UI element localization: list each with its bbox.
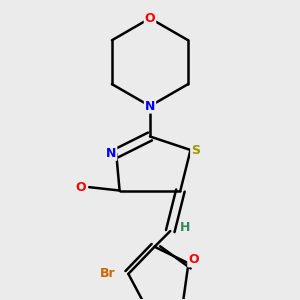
Text: N: N bbox=[145, 100, 155, 112]
Text: O: O bbox=[145, 12, 155, 25]
Text: H: H bbox=[180, 221, 191, 234]
Text: O: O bbox=[188, 254, 199, 266]
Text: S: S bbox=[191, 143, 200, 157]
Text: O: O bbox=[75, 181, 86, 194]
Text: N: N bbox=[106, 147, 116, 160]
Text: Br: Br bbox=[100, 267, 116, 280]
